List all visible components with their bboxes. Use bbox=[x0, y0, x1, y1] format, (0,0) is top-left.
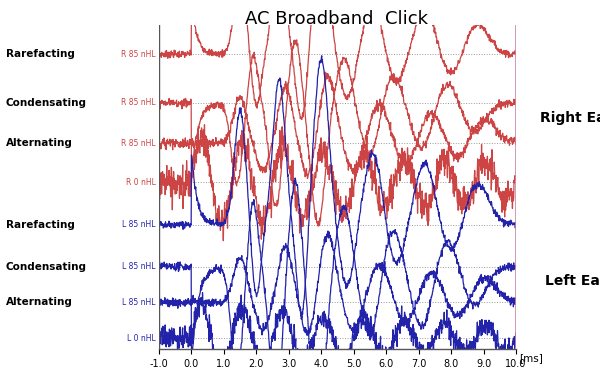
Text: Condensating: Condensating bbox=[6, 262, 87, 272]
Text: [ms]: [ms] bbox=[519, 353, 543, 363]
Text: Rarefacting: Rarefacting bbox=[6, 49, 75, 59]
Text: Rarefacting: Rarefacting bbox=[6, 220, 75, 230]
Text: L 85 nHL: L 85 nHL bbox=[122, 262, 156, 271]
Text: R 85 nHL: R 85 nHL bbox=[121, 50, 156, 59]
Text: Right Ear: Right Ear bbox=[540, 111, 600, 125]
Text: L 85 nHL: L 85 nHL bbox=[122, 220, 156, 229]
Text: Condensating: Condensating bbox=[6, 98, 87, 108]
Text: Alternating: Alternating bbox=[6, 297, 73, 307]
Text: Left Ear: Left Ear bbox=[545, 274, 600, 288]
Text: R 85 nHL: R 85 nHL bbox=[121, 98, 156, 108]
Text: AC Broadband  Click: AC Broadband Click bbox=[245, 10, 428, 28]
Text: L 0 nHL: L 0 nHL bbox=[127, 334, 156, 343]
Text: Alternating: Alternating bbox=[6, 138, 73, 148]
Text: L 85 nHL: L 85 nHL bbox=[122, 298, 156, 307]
Text: R 0 nHL: R 0 nHL bbox=[126, 178, 156, 187]
Text: R 85 nHL: R 85 nHL bbox=[121, 139, 156, 148]
